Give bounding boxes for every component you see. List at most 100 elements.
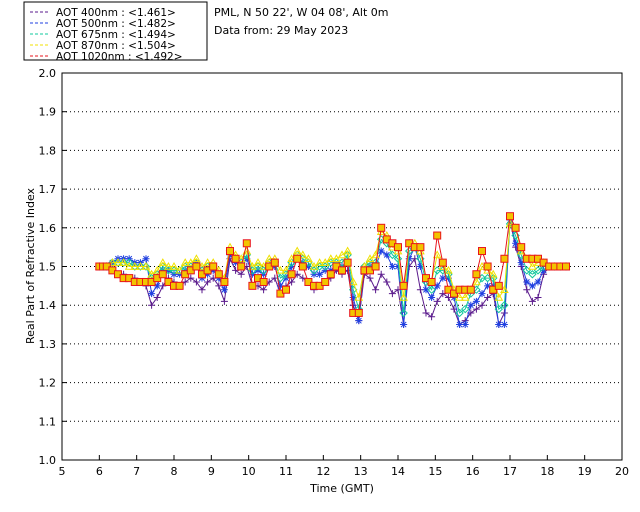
data-point [394,243,402,252]
data-date-text: Data from: 29 May 2023 [214,24,348,37]
data-point [523,286,531,294]
data-point [136,262,145,271]
x-tick-label: 5 [59,465,66,478]
data-point [292,246,302,255]
data-point [355,317,363,325]
data-point [505,219,515,228]
data-point [287,270,296,279]
data-point [472,270,481,279]
data-point [377,270,385,278]
x-tick-label: 6 [96,465,103,478]
site-info-text: PML, N 50 22', W 04 08', Alt 0m [214,6,388,19]
data-point [460,304,470,314]
data-point [130,261,140,270]
data-point [461,321,469,329]
legend-box [23,1,208,61]
y-tick-label: 1.9 [39,106,57,119]
data-point [153,282,161,290]
x-tick-label: 19 [578,465,592,478]
data-point [416,243,425,252]
data-point [164,261,173,270]
y-axis-label: Real Part of Refractive Index [24,187,37,344]
data-point [466,285,475,294]
data-point [130,262,140,271]
data-point [348,277,358,286]
data-point [169,261,179,270]
data-point [365,254,375,263]
data-point [259,277,268,286]
data-point [528,297,536,305]
data-point [422,286,430,294]
y-tick-label: 1.2 [39,377,57,390]
data-point [113,258,123,266]
data-point [488,269,498,278]
data-point [366,274,374,282]
data-point [326,270,335,279]
y-tick-label: 2.0 [39,67,57,80]
data-point [467,301,475,309]
data-point [338,266,346,275]
x-tick-label: 13 [354,465,368,478]
data-point [192,262,201,271]
data-point [321,277,330,286]
data-point [326,254,336,263]
data-point [226,247,234,256]
data-point [494,281,503,290]
data-point [472,305,480,313]
data-point [108,258,117,267]
x-tick-label: 14 [391,465,405,478]
data-point [439,274,447,282]
data-point [237,270,245,278]
x-tick-label: 17 [503,465,517,478]
data-point [248,281,257,290]
data-point [119,258,128,266]
x-tick-label: 9 [208,465,215,478]
legend: AOT 400nm : <1.461>AOT 500nm : <1.482>AO… [23,1,208,63]
data-point [500,300,509,310]
y-tick-label: 1.4 [39,299,57,312]
data-point [528,261,537,270]
x-tick-label: 15 [428,465,442,478]
data-point [388,290,396,298]
data-point [204,278,212,286]
data-point [260,286,268,294]
data-point [456,321,464,329]
legend-entry: AOT 500nm : <1.482> [56,18,176,30]
data-point [534,293,542,301]
data-point [220,277,229,286]
data-point [484,282,492,290]
data-point [136,261,145,270]
y-tick-label: 1.5 [39,261,57,274]
legend-entry: AOT 870nm : <1.504> [56,40,176,52]
data-point [270,258,279,267]
data-point [158,270,167,279]
data-point [276,265,285,274]
data-point [428,293,436,301]
x-tick-label: 8 [171,465,178,478]
data-point [500,321,508,329]
data-point [371,262,380,271]
data-point [399,281,408,290]
data-point [214,270,223,279]
data-point [432,250,442,259]
data-point [534,278,542,286]
data-point [495,321,503,329]
data-point [433,297,441,305]
data-point [158,258,168,266]
data-point [512,239,520,247]
data-point [427,277,436,286]
data-point [276,273,285,283]
data-point [220,286,228,294]
data-point [343,258,352,267]
y-tick-label: 1.0 [39,454,57,467]
data-point [220,297,228,305]
x-tick-label: 16 [466,465,480,478]
data-point [332,254,341,263]
data-point [388,263,396,270]
data-point [494,292,504,301]
data-point [320,258,330,266]
data-point [237,262,246,271]
x-tick-label: 20 [615,465,629,478]
data-point [141,261,151,270]
y-tick-label: 1.6 [39,222,57,235]
